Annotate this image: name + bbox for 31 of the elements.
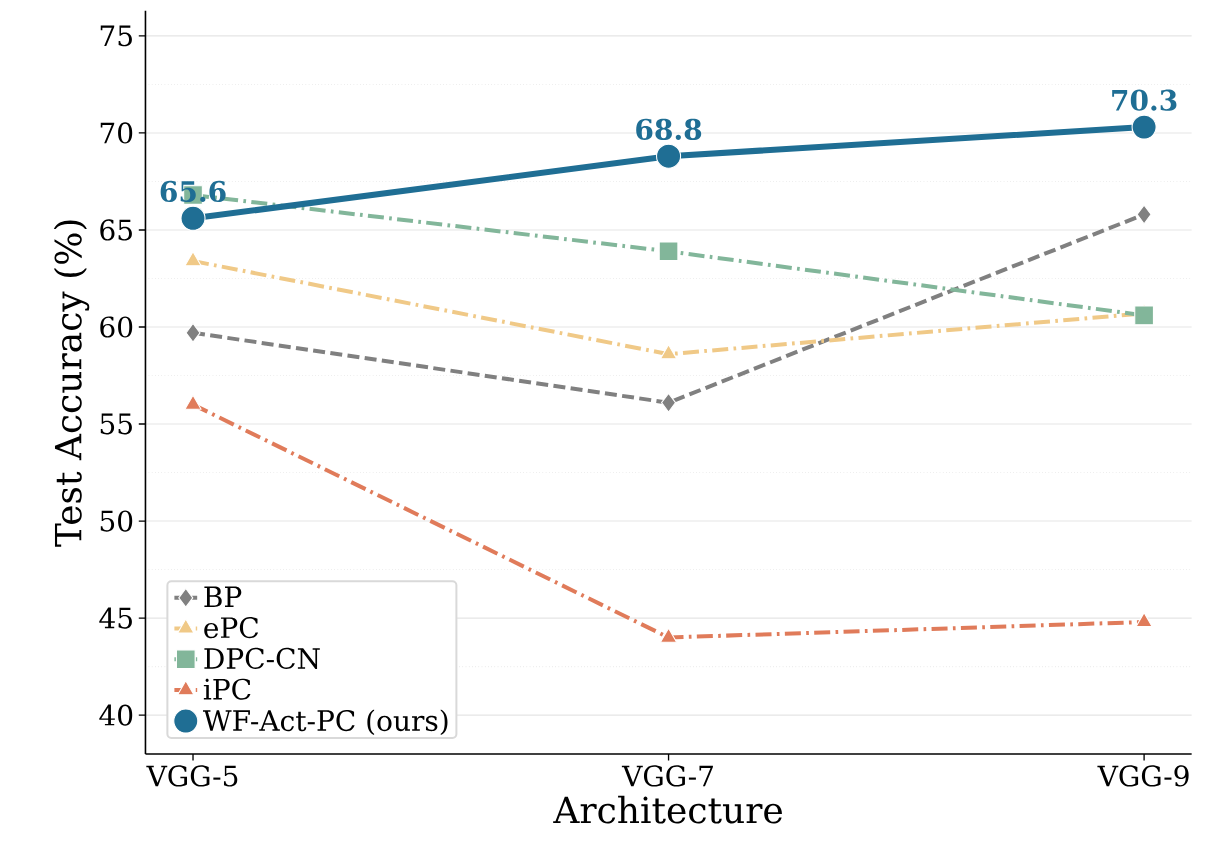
- point: [1135, 612, 1153, 628]
- y-tick-label: 75: [100, 25, 132, 47]
- legend-label: DPC-CN: [204, 647, 320, 670]
- y-tick-label: 70: [100, 122, 133, 144]
- point: [1136, 204, 1152, 225]
- x-axis-title: Architecture: [553, 795, 782, 824]
- point: [658, 241, 679, 262]
- point: [656, 143, 682, 169]
- legend-label: ePC: [204, 617, 259, 639]
- y-tick-label: 55: [100, 413, 132, 435]
- y-tick-label: 60: [100, 316, 133, 338]
- legend-label: WF-Act-PC (ours): [202, 709, 448, 736]
- point: [659, 627, 678, 643]
- point: [180, 205, 206, 232]
- point: [1131, 114, 1157, 140]
- data-label: 70.3: [1112, 89, 1177, 111]
- point: [184, 394, 202, 410]
- x-tick-label: VGG-7: [621, 765, 713, 787]
- point: [661, 392, 677, 413]
- legend-label: iPC: [203, 678, 251, 700]
- x-tick-label: VGG-5: [146, 765, 238, 787]
- y-axis-title: Test Accuracy (%): [53, 220, 90, 547]
- point: [185, 323, 201, 343]
- data-label: 68.8: [636, 118, 702, 141]
- y-tick-label: 50: [100, 510, 133, 532]
- x-tick-label: VGG-9: [1097, 765, 1189, 787]
- y-tick-label: 65: [100, 219, 132, 241]
- legend-label: BP: [204, 586, 242, 608]
- y-tick-label: 40: [99, 704, 133, 726]
- point: [1134, 305, 1154, 326]
- y-tick-label: 45: [99, 607, 132, 629]
